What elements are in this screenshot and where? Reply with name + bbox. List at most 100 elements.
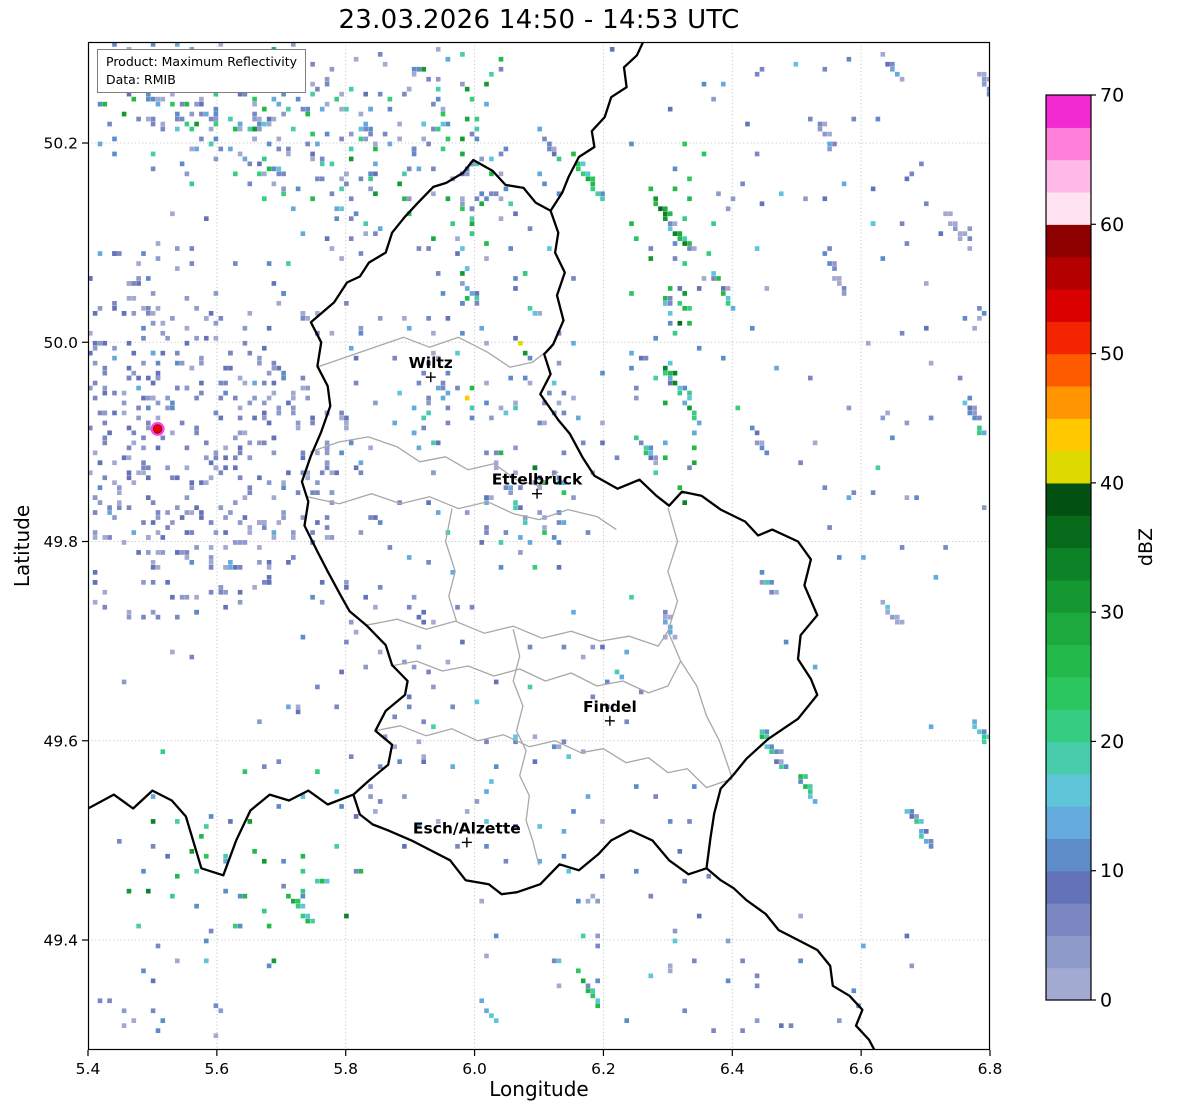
echo-cell xyxy=(522,375,528,381)
echo-cell xyxy=(431,191,436,197)
echo-cell xyxy=(406,166,412,172)
echo-cell xyxy=(218,380,224,386)
echo-cell xyxy=(121,679,127,685)
echo-cell xyxy=(102,410,108,416)
echo-cell xyxy=(141,470,146,476)
echo-cell xyxy=(194,395,199,401)
echo-cell xyxy=(213,1033,219,1038)
echo-cell xyxy=(527,684,533,690)
echo-cell xyxy=(131,370,137,376)
echo-cell xyxy=(992,615,997,620)
echo-cell xyxy=(754,246,760,251)
echo-cell xyxy=(194,545,199,550)
echo-cell xyxy=(537,510,542,515)
city-label: Ettelbruck xyxy=(492,471,583,489)
echo-cell xyxy=(933,575,939,580)
echo-cell xyxy=(189,485,195,490)
echo-cell xyxy=(150,291,156,296)
echo-cell xyxy=(904,933,910,939)
echo-cell xyxy=(445,56,451,62)
echo-cell xyxy=(498,151,504,157)
echo-cell xyxy=(358,330,364,336)
echo-cell xyxy=(329,535,335,540)
echo-cell xyxy=(373,161,378,167)
echo-cell xyxy=(866,340,871,346)
echo-cell xyxy=(97,485,103,490)
colorbar-segment xyxy=(1046,773,1091,807)
echo-cell xyxy=(266,565,272,570)
echo-cell xyxy=(291,42,296,47)
echo-cell xyxy=(479,201,484,207)
echo-cell xyxy=(580,978,586,984)
echo-cell xyxy=(286,470,291,476)
echo-cell xyxy=(150,96,156,102)
echo-cell xyxy=(431,126,436,132)
echo-cell xyxy=(131,311,137,316)
echo-cell xyxy=(97,251,103,256)
echo-cell xyxy=(121,540,127,545)
echo-cell xyxy=(682,306,687,311)
echo-cell xyxy=(469,385,475,391)
echo-cell xyxy=(146,425,151,431)
echo-cell xyxy=(899,221,905,226)
colorbar-tick-label: 50 xyxy=(1100,343,1124,365)
echo-cell xyxy=(319,470,325,476)
echo-cell xyxy=(421,759,426,764)
echo-cell xyxy=(175,475,180,481)
colorbar-segment xyxy=(1046,903,1091,936)
echo-cell xyxy=(146,96,151,102)
echo-cell xyxy=(551,151,557,157)
echo-cell xyxy=(759,729,765,735)
echo-cell xyxy=(426,395,431,401)
echo-cell xyxy=(247,485,253,490)
echo-cell xyxy=(759,445,765,451)
echo-cell xyxy=(377,764,383,769)
echo-cell xyxy=(247,819,253,824)
colorbar-segment xyxy=(1046,935,1091,969)
echo-cell xyxy=(808,375,813,381)
echo-cell xyxy=(262,106,267,112)
echo-cell xyxy=(184,121,190,127)
echo-cell xyxy=(547,141,552,147)
echo-cell xyxy=(344,585,349,590)
echo-cell xyxy=(585,171,591,177)
echo-cell xyxy=(479,325,484,331)
echo-cell xyxy=(126,888,132,894)
echo-cell xyxy=(189,654,195,660)
echo-cell xyxy=(228,365,233,371)
echo-cell xyxy=(687,241,692,246)
echo-cell xyxy=(774,589,779,595)
echo-cell xyxy=(136,385,141,391)
echo-cell xyxy=(798,913,803,919)
echo-cell xyxy=(561,739,567,745)
echo-cell xyxy=(667,624,673,630)
echo-cell xyxy=(155,530,161,535)
national-border xyxy=(549,42,645,212)
echo-cell xyxy=(218,146,224,152)
echo-cell xyxy=(677,231,683,236)
echo-cell xyxy=(228,350,233,356)
echo-cell xyxy=(204,440,209,446)
echo-cell xyxy=(904,809,910,814)
echo-cell xyxy=(498,196,504,202)
echo-cell xyxy=(701,81,707,87)
echo-cell xyxy=(189,560,195,565)
echo-cell xyxy=(242,340,248,346)
echo-cell xyxy=(411,151,417,157)
echo-cell xyxy=(339,669,344,675)
echo-cell xyxy=(92,345,98,351)
echo-cell xyxy=(571,809,576,814)
echo-cell xyxy=(257,545,262,550)
echo-cell xyxy=(711,96,716,102)
national-border xyxy=(88,789,354,877)
echo-cell xyxy=(97,101,103,107)
echo-cell xyxy=(165,580,170,585)
echo-cell xyxy=(977,316,982,321)
echo-cell xyxy=(97,460,103,466)
echo-cell xyxy=(445,316,451,321)
echo-cell xyxy=(165,335,170,341)
echo-cell xyxy=(257,440,262,446)
echo-cell xyxy=(324,440,330,446)
echo-cell xyxy=(189,146,195,152)
echo-cell xyxy=(469,161,475,167)
